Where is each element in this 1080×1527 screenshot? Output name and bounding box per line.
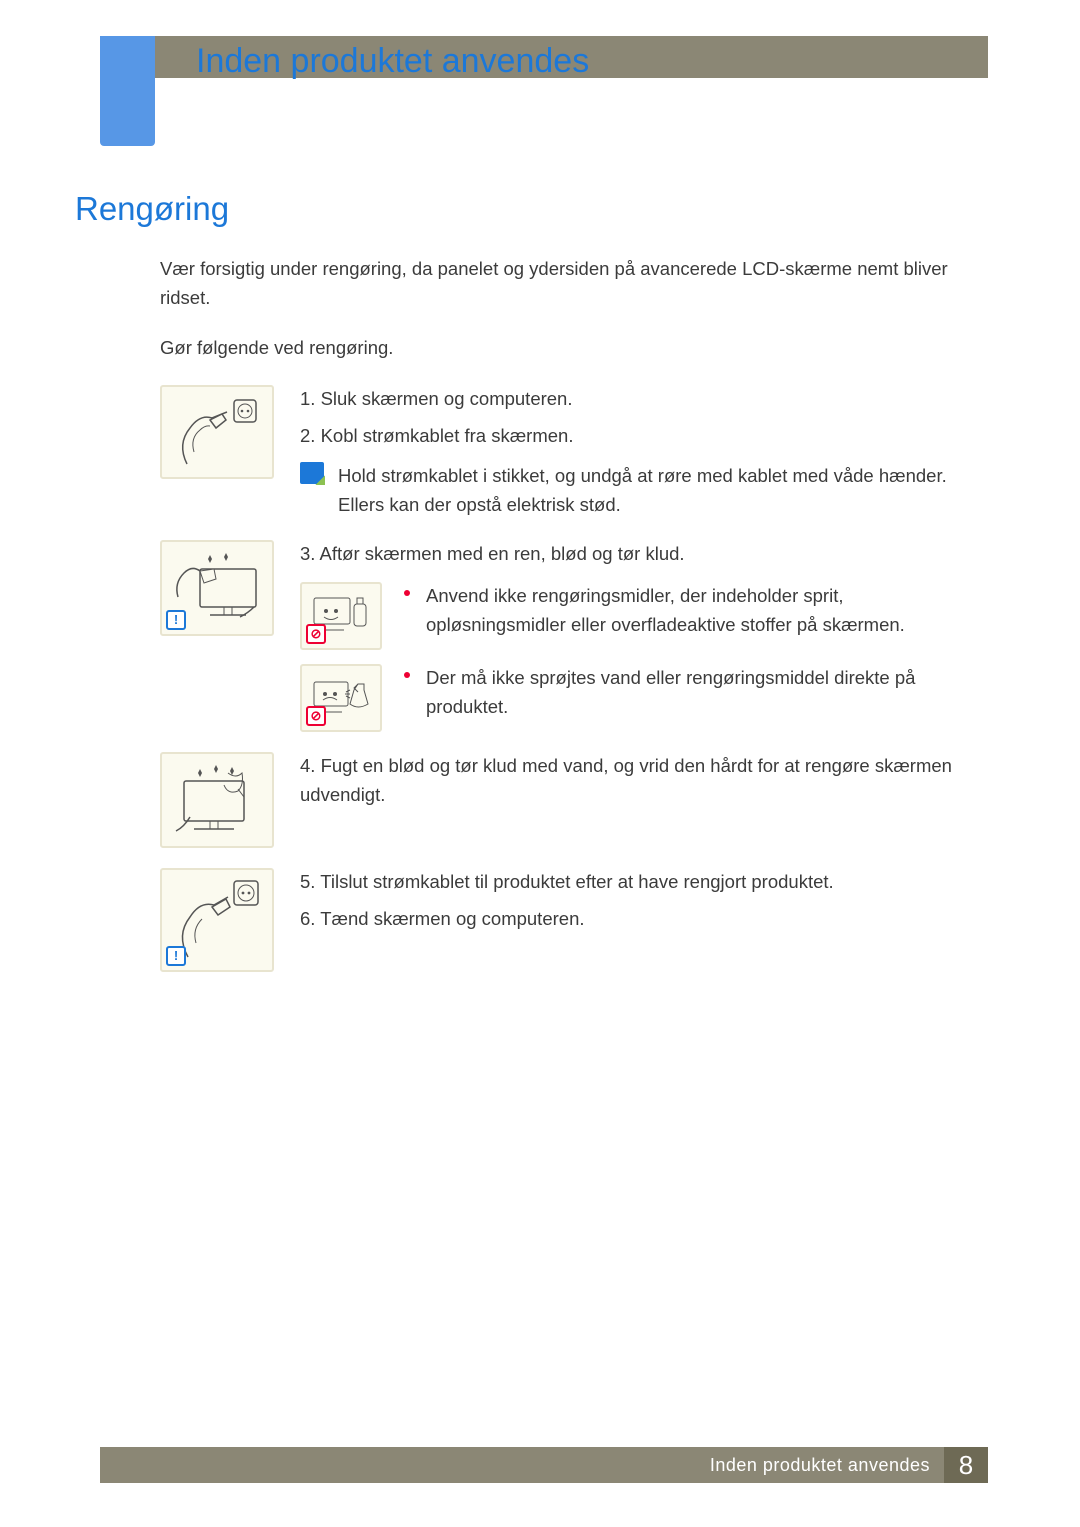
intro-paragraph: Vær forsigtig under rengøring, da panele… (160, 255, 988, 312)
bullet-dot-icon (404, 672, 410, 678)
step-2: 2. Kobl strømkablet fra skærmen. (300, 422, 988, 451)
step-1: 1. Sluk skærmen og computeren. (300, 385, 988, 414)
footer-label: Inden produktet anvendes (710, 1455, 944, 1476)
step-3-bullet-a: Anvend ikke rengøringsmidler, der indeho… (426, 582, 988, 639)
content-area: Vær forsigtig under rengøring, da panele… (160, 255, 988, 992)
step-6: 6. Tænd skærmen og computeren. (300, 905, 988, 934)
step-3: 3. Aftør skærmen med en ren, blød og tør… (300, 540, 988, 569)
intro-sub: Gør følgende ved rengøring. (160, 334, 988, 363)
step-3-bullet-b: Der må ikke sprøjtes vand eller rengørin… (426, 664, 988, 721)
note-row: Hold strømkablet i stikket, og undgå at … (300, 462, 988, 519)
sub-row-b: ⊘ Der må ikke sprøjtes vand eller rengør… (300, 664, 988, 732)
info-badge-icon: ! (166, 946, 186, 966)
bullet-dot-icon (404, 590, 410, 596)
illustration-wipe: ! (160, 540, 274, 636)
step-5: 5. Tilslut strømkablet til produktet eft… (300, 868, 988, 897)
chapter-title: Inden produktet anvendes (196, 42, 589, 81)
illustration-plugback: ! (160, 868, 274, 972)
note-icon (300, 462, 324, 484)
chapter-tab (100, 36, 155, 146)
illustration-damp (160, 752, 274, 848)
footer-page-number: 8 (944, 1447, 988, 1483)
sub-row-a: ⊘ Anvend ikke rengøringsmidler, der inde… (300, 582, 988, 650)
unplug-icon (172, 394, 262, 470)
step-4: 4. Fugt en blød og tør klud med vand, og… (300, 752, 988, 809)
step-2-note: Hold strømkablet i stikket, og undgå at … (338, 462, 988, 519)
section-title: Rengøring (75, 190, 229, 228)
illustration-no-chem: ⊘ (300, 582, 382, 650)
step-row-1: 1. Sluk skærmen og computeren. 2. Kobl s… (160, 385, 988, 520)
footer-bar: Inden produktet anvendes 8 (100, 1447, 988, 1483)
forbid-badge-icon: ⊘ (306, 706, 326, 726)
info-badge-icon: ! (166, 610, 186, 630)
illustration-unplug (160, 385, 274, 479)
step-row-5: ! 5. Tilslut strømkablet til produktet e… (160, 868, 988, 972)
step-row-4: 4. Fugt en blød og tør klud med vand, og… (160, 752, 988, 848)
damp-icon (170, 761, 264, 839)
forbid-badge-icon: ⊘ (306, 624, 326, 644)
step-row-3: ! 3. Aftør skærmen med en ren, blød og t… (160, 540, 988, 733)
illustration-no-spray: ⊘ (300, 664, 382, 732)
